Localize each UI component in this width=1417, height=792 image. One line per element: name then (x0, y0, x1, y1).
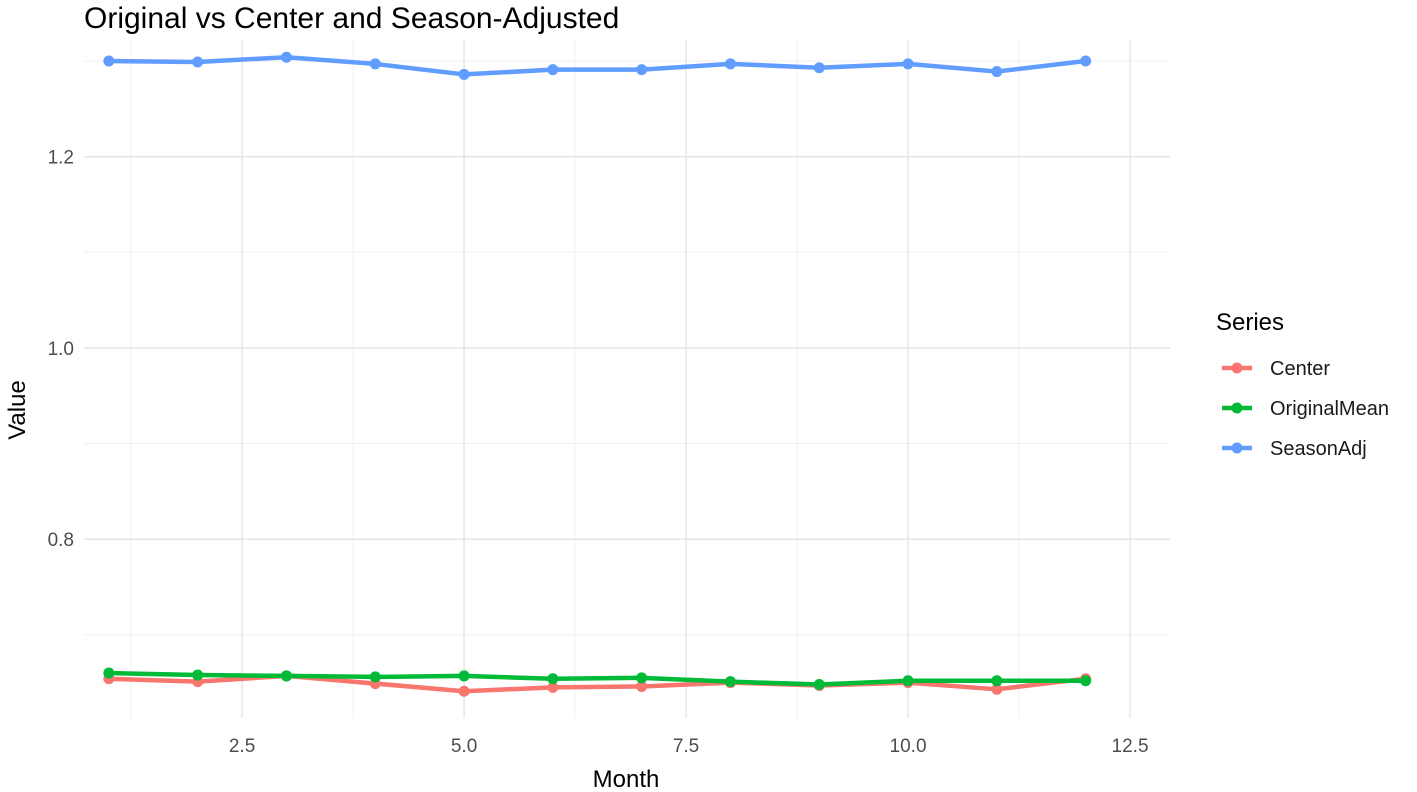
data-point-center (636, 680, 648, 692)
data-point-seasonadj (192, 56, 204, 68)
legend-key-point-center (1231, 362, 1243, 374)
data-point-originalmean (192, 669, 204, 681)
series-line-seasonadj (106, 54, 1088, 77)
legend-key-point-originalmean (1231, 402, 1243, 414)
data-point-seasonadj (458, 68, 470, 80)
series-points (103, 51, 1092, 697)
data-point-originalmean (813, 679, 825, 691)
x-tick-label: 7.5 (673, 736, 699, 757)
legend-title: Series (1216, 309, 1284, 336)
data-point-seasonadj (103, 55, 115, 67)
grid-major (84, 40, 1170, 718)
data-point-seasonadj (636, 64, 648, 76)
data-point-seasonadj (547, 64, 559, 76)
chart-title: Original vs Center and Season-Adjusted (84, 2, 619, 35)
x-tick-label: 5.0 (451, 736, 477, 757)
data-point-originalmean (724, 676, 736, 688)
data-point-originalmean (1080, 675, 1092, 687)
data-point-center (458, 685, 470, 697)
data-point-originalmean (636, 672, 648, 684)
legend-label-center: Center (1270, 358, 1330, 380)
data-point-seasonadj (280, 51, 292, 63)
data-point-seasonadj (1080, 55, 1092, 67)
y-axis-ticks: 0.8 1.0 1.2 (48, 148, 74, 552)
data-point-seasonadj (902, 58, 914, 70)
data-point-seasonadj (813, 62, 825, 74)
data-point-seasonadj (991, 66, 1003, 78)
data-point-originalmean (902, 675, 914, 687)
legend-label-seasonadj: SeasonAdj (1270, 438, 1367, 460)
x-axis-ticks: 2.5 5.0 7.5 10.0 12.5 (229, 736, 1149, 757)
data-point-originalmean (280, 670, 292, 682)
data-point-originalmean (369, 671, 381, 683)
legend-items: Center OriginalMean SeasonAdj (1222, 358, 1389, 460)
data-point-seasonadj (724, 58, 736, 70)
y-tick-label: 1.2 (48, 148, 74, 169)
legend-label-originalmean: OriginalMean (1270, 398, 1389, 420)
y-tick-label: 1.0 (48, 339, 74, 360)
series-line-originalmean (106, 670, 1088, 687)
data-point-center (991, 683, 1003, 695)
x-tick-label: 2.5 (229, 736, 255, 757)
legend-key-point-seasonadj (1231, 442, 1243, 454)
y-axis-title: Value (4, 380, 31, 440)
plot-area (84, 40, 1170, 718)
data-point-originalmean (458, 670, 470, 682)
y-tick-label: 0.8 (48, 530, 74, 551)
data-point-originalmean (103, 667, 115, 679)
data-point-originalmean (991, 675, 1003, 687)
series-lines (106, 54, 1088, 694)
grid-minor (84, 40, 1170, 718)
x-axis-title: Month (593, 766, 660, 792)
data-point-center (547, 681, 559, 693)
legend: Series Center OriginalMean SeasonAdj (1216, 309, 1389, 460)
data-point-originalmean (547, 673, 559, 685)
x-tick-label: 12.5 (1112, 736, 1149, 757)
x-tick-label: 10.0 (890, 736, 927, 757)
data-point-seasonadj (369, 58, 381, 70)
